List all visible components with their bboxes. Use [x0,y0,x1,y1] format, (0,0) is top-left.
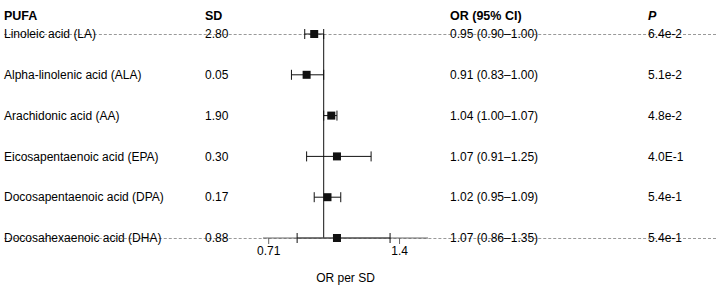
svg-text:Linoleic acid (LA): Linoleic acid (LA) [8,27,96,41]
svg-text:5.4e-1: 5.4e-1 [648,190,682,204]
svg-text:6.4e-2: 6.4e-2 [648,27,682,41]
svg-text:Docosapentaenoic acid (DPA): Docosapentaenoic acid (DPA) [8,190,164,204]
svg-text:Alpha-linolenic acid (ALA): Alpha-linolenic acid (ALA) [8,68,141,82]
svg-text:0.05: 0.05 [205,68,229,82]
svg-text:0.30: 0.30 [205,150,229,164]
html-text:P: P [648,9,657,23]
html-text:OR (95% CI): OR (95% CI) [450,9,522,23]
html-text:SD: SD [205,9,223,23]
svg-text:1.07 (0.86–1.35): 1.07 (0.86–1.35) [450,231,538,245]
svg-text:OR per SD: OR per SD [316,271,375,285]
html-text:PUFA: PUFA [4,9,38,23]
svg-text:Docosahexaenoic acid (DHA): Docosahexaenoic acid (DHA) [8,231,161,245]
svg-text:0.71: 0.71 [257,244,281,258]
svg-text:1.90: 1.90 [205,109,229,123]
svg-text:1.4: 1.4 [391,244,408,258]
svg-text:2.80: 2.80 [205,27,229,41]
svg-text:1.02 (0.95–1.09): 1.02 (0.95–1.09) [450,190,538,204]
svg-text:0.91 (0.83–1.00): 0.91 (0.83–1.00) [450,68,538,82]
svg-text:Eicosapentaenoic acid (EPA): Eicosapentaenoic acid (EPA) [8,150,159,164]
svg-text:1.07 (0.91–1.25): 1.07 (0.91–1.25) [450,150,538,164]
svg-text:5.4e-1: 5.4e-1 [648,231,682,245]
svg-text:4.0E-1: 4.0E-1 [648,150,684,164]
svg-text:5.1e-2: 5.1e-2 [648,68,682,82]
svg-text:0.17: 0.17 [205,190,229,204]
svg-text:0.95 (0.90–1.00): 0.95 (0.90–1.00) [450,27,538,41]
svg-text:0.88: 0.88 [205,231,229,245]
svg-text:1.04 (1.00–1.07): 1.04 (1.00–1.07) [450,109,538,123]
svg-text:4.8e-2: 4.8e-2 [648,109,682,123]
svg-text:Arachidonic acid (AA): Arachidonic acid (AA) [8,109,119,123]
